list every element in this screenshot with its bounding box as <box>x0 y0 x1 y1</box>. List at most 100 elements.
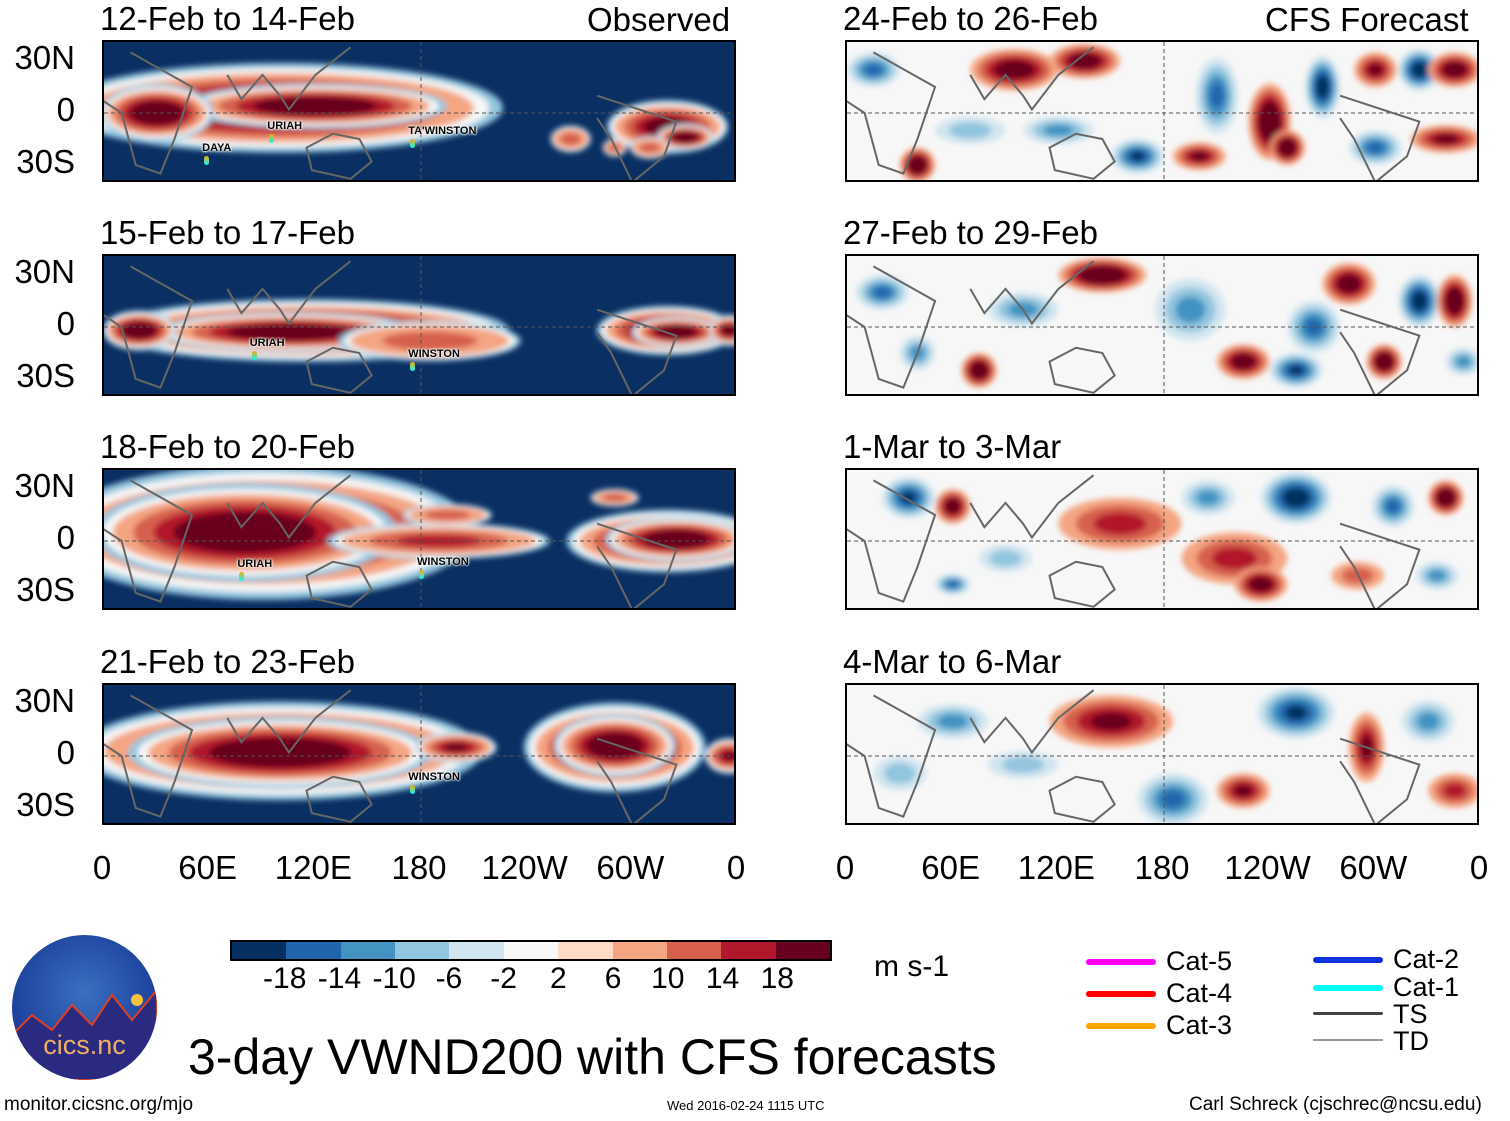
wind-contour <box>1427 569 1447 582</box>
coastline-australia <box>1048 132 1116 180</box>
cicsnc-logo: cics.nc <box>12 935 157 1080</box>
colorbar-swatch <box>340 942 396 959</box>
coastline-australia <box>305 346 373 394</box>
wind-contour <box>1211 547 1258 570</box>
wind-contour <box>1441 493 1450 502</box>
x-tick-label: 120E <box>274 849 352 886</box>
colorbar-swatch <box>721 942 776 959</box>
forecast-map-panel <box>845 683 1479 825</box>
wind-contour <box>1236 356 1251 367</box>
wind-contour <box>947 501 958 512</box>
coastline-asia <box>969 689 1095 755</box>
wind-contour <box>1130 151 1145 162</box>
legend-label: Cat-1 <box>1393 972 1460 1002</box>
wind-contour <box>1416 712 1440 731</box>
footer-author: Carl Schreck (cjschrec@ncsu.edu) <box>1189 1094 1482 1115</box>
y-tick-label: 30N <box>14 682 75 719</box>
wind-contour <box>662 535 691 544</box>
wind-contour <box>1318 79 1327 95</box>
colorbar-label: 6 <box>604 962 622 995</box>
footer-url: monitor.cicsnc.org/mjo <box>4 1094 194 1115</box>
wind-contour <box>214 523 276 542</box>
coastline-south-america <box>596 522 678 608</box>
legend-line-cat-1 <box>1313 985 1383 991</box>
legend-label: Cat-5 <box>1166 946 1233 976</box>
wind-contour <box>1385 499 1400 514</box>
y-tick-label: 30S <box>16 357 75 394</box>
x-tick-label: 60E <box>178 849 238 886</box>
wind-contour <box>873 286 892 299</box>
coastline-africa <box>847 479 937 603</box>
y-tick-label: 30S <box>16 786 75 823</box>
wind-contour <box>989 550 1022 567</box>
x-tick-label: 60W <box>596 849 665 886</box>
legend-line-cat-4 <box>1086 991 1156 997</box>
wind-contour <box>1380 357 1389 366</box>
colorbar-swatch <box>612 942 667 959</box>
coastline-africa <box>104 694 194 818</box>
wind-contour <box>1196 490 1220 506</box>
wind-contour <box>1001 756 1045 773</box>
legend-label: TD <box>1393 1026 1429 1056</box>
wind-contour <box>1368 63 1383 76</box>
storm-label: URIAH <box>249 337 285 350</box>
forecast-map-panel <box>845 468 1479 610</box>
x-tick-label: 60E <box>921 849 981 886</box>
colorbar-swatch <box>503 942 559 959</box>
wind-contour <box>424 509 471 521</box>
wind-contour <box>249 746 311 759</box>
storm-track <box>410 361 416 371</box>
panel-title: 15-Feb to 17-Feb <box>100 214 355 251</box>
coastline-asia <box>226 46 352 112</box>
coastline-asia <box>969 46 1095 112</box>
colorbar-swatch <box>395 942 450 959</box>
legend-label: Cat-4 <box>1166 978 1233 1008</box>
storm-label: WINSTON <box>417 556 469 569</box>
colorbar-swatch <box>232 942 287 959</box>
coastline-africa <box>104 479 194 603</box>
wind-contour <box>913 160 922 169</box>
wind-contour <box>1434 134 1458 144</box>
coastline-asia <box>226 474 352 540</box>
y-tick-label: 30N <box>14 253 75 290</box>
forecast-label: CFS Forecast <box>1265 1 1469 38</box>
legend-label: Cat-2 <box>1393 944 1460 974</box>
panel-title: 18-Feb to 20-Feb <box>100 428 355 465</box>
wind-contour <box>131 326 147 335</box>
x-tick-label: 0 <box>92 849 112 886</box>
y-tick-label: 0 <box>56 305 75 342</box>
colorbar-swatch <box>775 942 830 959</box>
storm-track <box>410 785 416 795</box>
storm-label: WINSTON <box>408 347 460 360</box>
coastline-asia <box>226 260 352 326</box>
legend-label: TS <box>1393 999 1428 1029</box>
coastline-south-america <box>1339 308 1421 394</box>
coastline-africa <box>104 51 194 175</box>
wind-contour <box>1443 783 1466 799</box>
colorbar-label: 18 <box>760 962 794 995</box>
coastline-south-america <box>596 737 678 823</box>
wind-contour <box>901 492 916 504</box>
colorbar-swatch <box>666 942 722 959</box>
footer-timestamp: Wed 2016-02-24 1115 UTC <box>667 1098 825 1113</box>
wind-contour <box>1414 64 1425 75</box>
wind-contour <box>1341 278 1357 290</box>
y-tick-label: 0 <box>56 734 75 771</box>
storm-track <box>419 570 424 580</box>
y-tick-label: 0 <box>56 519 75 556</box>
y-tick-label: 0 <box>56 91 75 128</box>
colorbar-swatch <box>449 942 504 959</box>
coastline-australia <box>305 560 373 608</box>
y-tick-label: 30S <box>16 571 75 608</box>
storm-label: URIAH <box>237 558 273 571</box>
coastline-australia <box>1048 560 1116 608</box>
wind-contour <box>1093 512 1147 535</box>
wind-contour <box>1175 296 1206 324</box>
wind-contour <box>937 713 968 729</box>
wind-contour <box>1366 141 1385 154</box>
storm-label: DAYA <box>202 142 232 155</box>
wind-contour <box>1304 318 1323 336</box>
panel-title: 24-Feb to 26-Feb <box>843 0 1098 37</box>
wind-contour <box>679 134 691 140</box>
wind-contour <box>602 493 628 502</box>
